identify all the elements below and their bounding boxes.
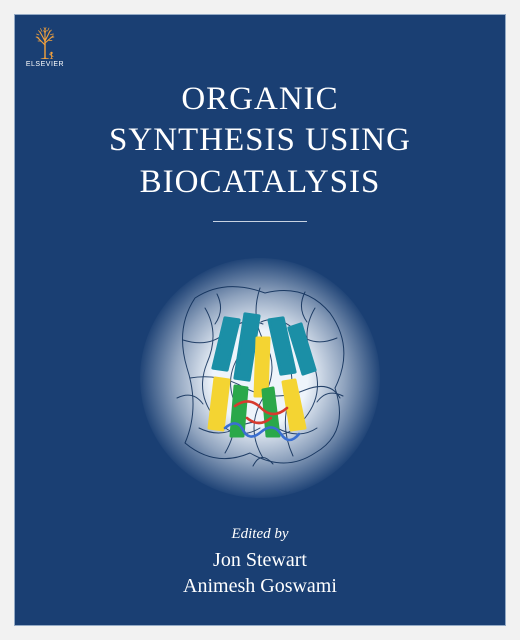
protein-structure-icon	[165, 278, 355, 478]
title-line-2: SYNTHESIS USING	[109, 120, 411, 161]
publisher-logo: ELSEVIER	[25, 25, 65, 68]
editor-name-1: Jon Stewart	[15, 547, 505, 573]
edited-by-label: Edited by	[15, 526, 505, 543]
book-title: ORGANIC SYNTHESIS USING BIOCATALYSIS	[79, 79, 441, 203]
cover-artwork	[140, 258, 380, 498]
editor-name-2: Animesh Goswami	[15, 573, 505, 599]
publisher-name: ELSEVIER	[26, 61, 64, 68]
page: ELSEVIER ORGANIC SYNTHESIS USING BIOCATA…	[0, 0, 520, 640]
elsevier-tree-icon	[30, 25, 60, 59]
book-cover: ELSEVIER ORGANIC SYNTHESIS USING BIOCATA…	[14, 14, 506, 626]
editors-block: Edited by Jon Stewart Animesh Goswami	[15, 526, 505, 599]
title-divider	[213, 221, 307, 222]
title-line-3: BIOCATALYSIS	[109, 162, 411, 203]
title-line-1: ORGANIC	[109, 79, 411, 120]
